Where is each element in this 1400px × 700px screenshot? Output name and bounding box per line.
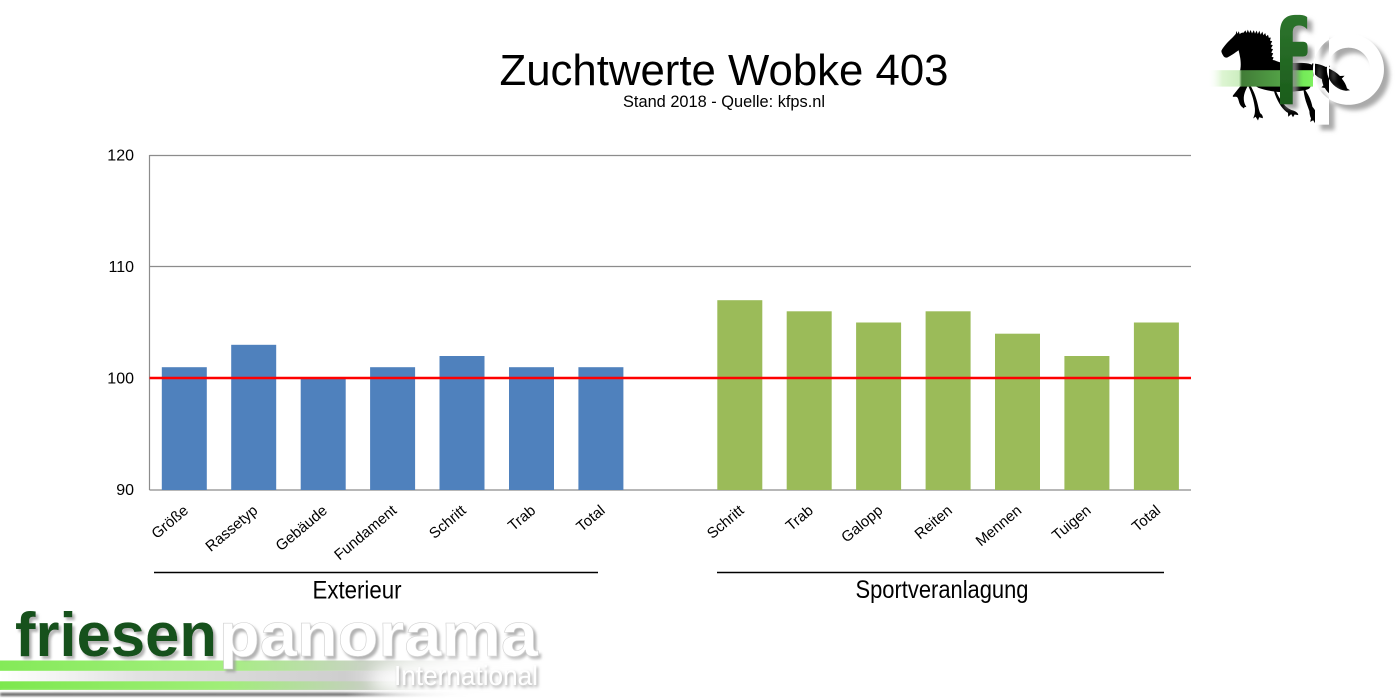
svg-text:Zuchtwerte Wobke 403: Zuchtwerte Wobke 403 bbox=[500, 46, 949, 95]
svg-text:International: International bbox=[394, 660, 538, 691]
svg-text:90: 90 bbox=[116, 482, 134, 499]
svg-text:Größe: Größe bbox=[148, 502, 191, 542]
svg-text:friesen: friesen bbox=[15, 601, 217, 670]
svg-text:Total: Total bbox=[573, 502, 608, 535]
svg-text:100: 100 bbox=[107, 371, 134, 388]
svg-text:Reiten: Reiten bbox=[912, 502, 956, 543]
svg-text:Galopp: Galopp bbox=[838, 502, 886, 546]
svg-text:Stand 2018 - Quelle: kfps.nl: Stand 2018 - Quelle: kfps.nl bbox=[623, 92, 825, 111]
svg-text:120: 120 bbox=[107, 148, 134, 165]
svg-text:Mennen: Mennen bbox=[973, 502, 1025, 550]
svg-text:panorama: panorama bbox=[219, 601, 539, 670]
svg-text:Gebäude: Gebäude bbox=[273, 502, 331, 555]
svg-text:Trab: Trab bbox=[783, 502, 817, 534]
svg-text:Exterieur: Exterieur bbox=[313, 577, 402, 605]
svg-text:Sportveranlagung: Sportveranlagung bbox=[856, 576, 1029, 604]
svg-text:Schritt: Schritt bbox=[426, 502, 470, 543]
svg-text:Fundament: Fundament bbox=[331, 502, 401, 564]
svg-text:Rassetyp: Rassetyp bbox=[202, 502, 261, 555]
svg-text:Tuigen: Tuigen bbox=[1049, 502, 1095, 544]
svg-text:Trab: Trab bbox=[505, 502, 539, 534]
svg-text:Total: Total bbox=[1129, 502, 1164, 535]
svg-text:110: 110 bbox=[108, 259, 134, 276]
svg-text:Schritt: Schritt bbox=[704, 502, 748, 543]
